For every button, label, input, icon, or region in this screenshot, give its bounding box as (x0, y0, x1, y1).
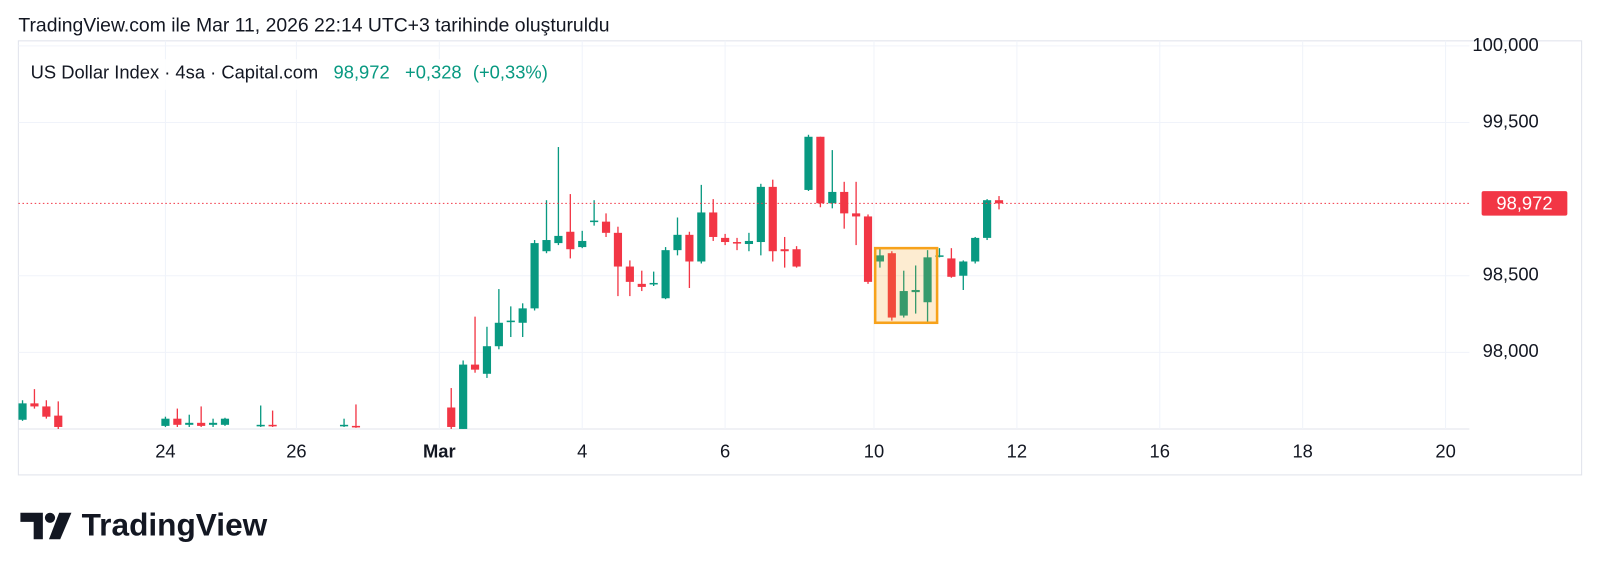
candle-body (804, 136, 813, 190)
candle-body (30, 403, 39, 407)
x-tick-label: 24 (155, 440, 175, 461)
last-price-tag (1481, 191, 1568, 216)
candle-body (256, 424, 265, 427)
candle-body (220, 418, 230, 425)
candle-body (161, 418, 170, 426)
candle-body (613, 232, 623, 267)
candle-body (887, 253, 896, 318)
candle-body (208, 422, 218, 425)
x-tick-label: 4 (577, 440, 587, 461)
candle-body (721, 237, 730, 243)
candle-body (590, 220, 599, 223)
candle-body (840, 191, 849, 214)
grid (18, 40, 1470, 429)
logo-dot (44, 512, 56, 523)
candle-body (185, 422, 194, 425)
x-tick-label: 26 (286, 440, 306, 461)
candle-body (601, 221, 611, 233)
y-tick-label: 99,500 (1483, 110, 1539, 131)
candle-body (482, 346, 492, 374)
legend: US Dollar Index · 4sa · Capital.com 98,9… (31, 61, 548, 82)
last-price-label: 98,972 (1496, 192, 1552, 213)
candle-body (447, 407, 456, 427)
candle-body (959, 261, 968, 276)
candle-body (339, 424, 349, 427)
candle-body (899, 291, 908, 316)
candle-body (518, 308, 527, 323)
candle-body (768, 186, 777, 252)
y-tick-label: 98,500 (1483, 264, 1539, 285)
candle-body (709, 212, 718, 237)
candle-body (459, 364, 468, 429)
candle-body (994, 200, 1004, 204)
candle-body (661, 250, 670, 299)
candle-body (780, 249, 789, 252)
candle-body (983, 200, 992, 238)
logo-mark (20, 512, 43, 540)
y-tick-label: 98,000 (1483, 340, 1539, 361)
candle-body (625, 266, 634, 282)
candle-body (268, 424, 277, 427)
candle-body (792, 249, 801, 267)
candle-body (506, 320, 515, 323)
x-tick-label: 6 (720, 440, 730, 461)
candle-body (923, 257, 932, 303)
candle-body (744, 240, 754, 245)
legend-bg (24, 59, 576, 90)
x-tick-label: 12 (1007, 440, 1027, 461)
x-tick-label: 20 (1435, 440, 1455, 461)
change: +0,328 (405, 61, 462, 82)
logo-mark (48, 512, 72, 540)
logo: TradingView (20, 506, 268, 542)
x-tick-label: Mar (423, 440, 456, 461)
plot (18, 134, 1004, 429)
candle-body (470, 364, 480, 370)
y-tick-label: 100,000 (1472, 34, 1538, 55)
candle-body (351, 425, 361, 428)
highlight-box (873, 246, 939, 325)
candle-body (971, 237, 980, 262)
candle-body (18, 403, 27, 420)
candle-body (685, 234, 694, 262)
candle-body (911, 289, 920, 293)
candle-body (947, 258, 956, 277)
candle-body (673, 234, 682, 251)
candle-body (863, 216, 873, 282)
candle-body (494, 322, 503, 347)
candle-body (816, 136, 825, 204)
candle-body (732, 242, 742, 244)
candle-body (530, 243, 539, 309)
candle-body (852, 213, 861, 217)
candle-body (828, 191, 837, 204)
candle-body (173, 418, 182, 425)
candle-body (875, 255, 885, 262)
candle-body (637, 283, 646, 287)
created-note: TradingView.com ile Mar 11, 2026 22:14 U… (18, 15, 609, 37)
candle-body (649, 282, 658, 285)
candle-body (756, 186, 765, 243)
candle-body (697, 212, 706, 262)
last-value: 98,972 (334, 61, 390, 82)
brand: TradingView (82, 506, 268, 542)
candle-body (566, 231, 575, 250)
candle-body (554, 235, 563, 244)
symbol: US Dollar Index · 4sa · Capital.com (31, 61, 319, 82)
candle-body (935, 255, 944, 257)
candle-body (54, 415, 63, 427)
candle-body (197, 422, 206, 426)
x-tick-label: 10 (864, 440, 884, 461)
candle-body (578, 240, 587, 248)
candle-body (42, 406, 51, 417)
chart-frame (17, 40, 1583, 476)
change-pct: (+0,33%) (473, 61, 548, 82)
x-tick-label: 18 (1292, 440, 1312, 461)
x-tick-label: 16 (1150, 440, 1170, 461)
candle-body (542, 240, 551, 252)
